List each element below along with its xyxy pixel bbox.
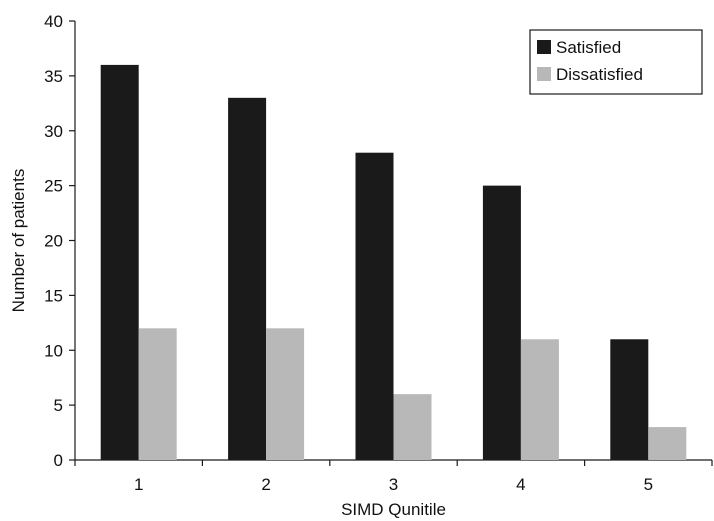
y-tick-label: 10 (44, 341, 63, 360)
tick-labels: 0 5 10 15 20 25 30 35 40 1 2 3 4 5 (44, 12, 653, 494)
bar-dissatisfied-5 (648, 427, 687, 460)
bar-satisfied-1 (100, 64, 139, 461)
bar-dissatisfied-4 (520, 339, 559, 460)
legend-label-satisfied: Satisfied (556, 38, 621, 57)
y-tick-label: 20 (44, 232, 63, 251)
legend-label-dissatisfied: Dissatisfied (556, 65, 643, 84)
axes (69, 20, 713, 466)
x-tick-label: 2 (261, 475, 270, 494)
y-axis-title: Number of patients (9, 169, 28, 313)
x-tick-label: 1 (134, 475, 143, 494)
bar-satisfied-5 (610, 339, 649, 460)
legend-swatch-dissatisfied (537, 67, 551, 81)
y-tick-label: 30 (44, 122, 63, 141)
bar-satisfied-4 (482, 185, 521, 460)
bar-satisfied-3 (355, 152, 394, 460)
bars (100, 64, 687, 461)
bar-dissatisfied-2 (266, 328, 305, 460)
bar-dissatisfied-3 (393, 394, 432, 460)
legend-swatch-satisfied (537, 40, 551, 54)
legend: Satisfied Dissatisfied (529, 29, 703, 95)
x-axis-title: SIMD Qunitile (341, 500, 446, 519)
y-tick-label: 40 (44, 12, 63, 31)
legend-box (529, 29, 703, 95)
bar-dissatisfied-1 (138, 328, 177, 460)
y-tick-label: 5 (54, 396, 63, 415)
y-tick-label: 15 (44, 286, 63, 305)
x-tick-label: 5 (644, 475, 653, 494)
y-tick-label: 25 (44, 177, 63, 196)
y-tick-label: 35 (44, 67, 63, 86)
bar-satisfied-2 (228, 97, 267, 460)
x-tick-label: 4 (516, 475, 525, 494)
y-tick-label: 0 (54, 451, 63, 470)
x-tick-label: 3 (389, 475, 398, 494)
